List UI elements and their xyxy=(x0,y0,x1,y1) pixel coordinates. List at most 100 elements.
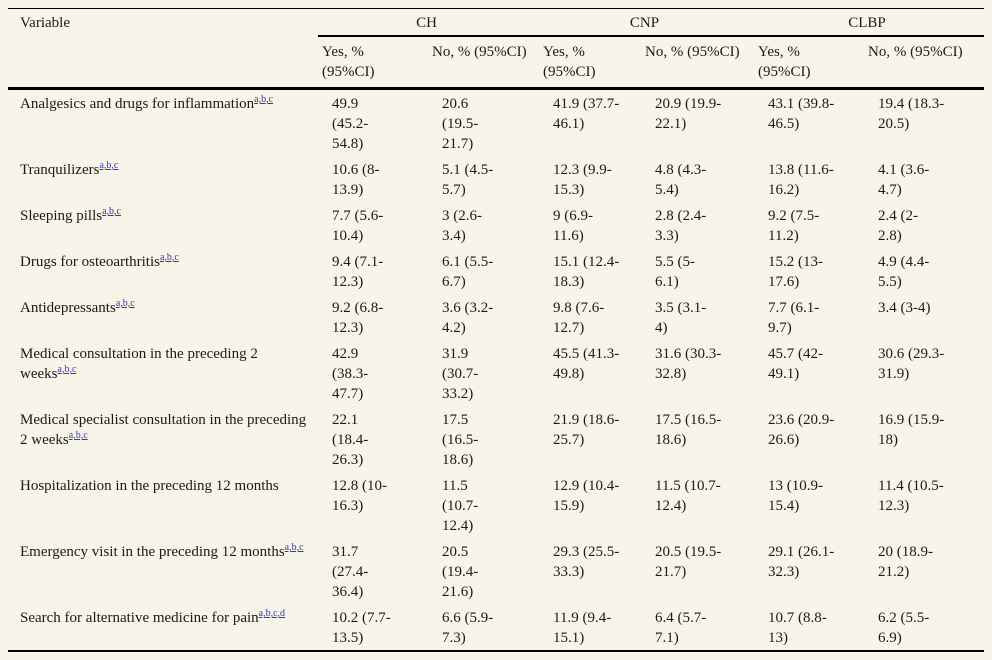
sub-header-row: Yes, % (95%CI) No, % (95%CI) Yes, % (95%… xyxy=(8,36,985,90)
value-cell: 9.2 (6.8- 12.3) xyxy=(332,300,384,336)
value-cell: 49.9 (45.2- 54.8) xyxy=(332,96,369,152)
value-cell: 5.1 (4.5- 5.7) xyxy=(442,162,494,198)
table-row: Emergency visit in the preceding 12 mont… xyxy=(8,538,984,604)
value-cell: 2.8 (2.4- 3.3) xyxy=(655,208,707,244)
variable-label: Medical specialist consultation in the p… xyxy=(8,406,318,472)
value-cell: 23.6 (20.9- 26.6) xyxy=(768,412,835,448)
value-cell: 7.7 (5.6- 10.4) xyxy=(332,208,384,244)
value-cell: 6.2 (5.5- 6.9) xyxy=(878,610,930,646)
variable-label: Analgesics and drugs for inflammationa,b… xyxy=(8,89,318,157)
table-row: Sleeping pillsa,b,c 7.7 (5.6- 10.4) 3 (2.6… xyxy=(8,202,984,248)
value-cell: 20 (18.9- 21.2) xyxy=(878,544,933,580)
table-row: Search for alternative medicine for pain… xyxy=(8,604,984,651)
value-cell: 12.3 (9.9- 15.3) xyxy=(553,162,612,198)
table-row: Medical specialist consultation in the p… xyxy=(8,406,984,472)
value-cell: 11.4 (10.5- 12.3) xyxy=(878,478,944,514)
footnote-link[interactable]: a,b,c xyxy=(99,160,119,171)
cnp-no-column-header: No, % (95%CI) xyxy=(641,36,754,90)
value-cell: 9.2 (7.5- 11.2) xyxy=(768,208,820,244)
value-cell: 21.9 (18.6- 25.7) xyxy=(553,412,620,448)
value-cell: 3 (2.6- 3.4) xyxy=(442,208,482,244)
value-cell: 10.6 (8- 13.9) xyxy=(332,162,380,198)
value-cell: 2.4 (2- 2.8) xyxy=(878,208,918,244)
footnote-link[interactable]: a,b,c,d xyxy=(258,608,286,619)
value-cell: 11.5 (10.7- 12.4) xyxy=(442,478,479,534)
table-row: Drugs for osteoarthritisa,b,c 9.4 (7.1- 1… xyxy=(8,248,984,294)
value-cell: 12.8 (10- 16.3) xyxy=(332,478,387,514)
value-cell: 43.1 (39.8- 46.5) xyxy=(768,96,835,132)
footnote-link[interactable]: a,b,c xyxy=(254,94,274,105)
value-cell: 13 (10.9- 15.4) xyxy=(768,478,823,514)
value-cell: 6.4 (5.7- 7.1) xyxy=(655,610,707,646)
table-row: Antidepressantsa,b,c 9.2 (6.8- 12.3) 3.6 (… xyxy=(8,294,984,340)
cnp-yes-column-header: Yes, % (95%CI) xyxy=(539,36,641,90)
variable-label: Antidepressantsa,b,c xyxy=(8,294,318,340)
value-cell: 10.2 (7.7- 13.5) xyxy=(332,610,391,646)
value-cell: 17.5 (16.5- 18.6) xyxy=(655,412,722,448)
variable-text: Search for alternative medicine for pain xyxy=(20,610,259,626)
value-cell: 9.4 (7.1- 12.3) xyxy=(332,254,384,290)
variable-label: Emergency visit in the preceding 12 mont… xyxy=(8,538,318,604)
variable-text: Sleeping pills xyxy=(20,208,103,224)
value-cell: 45.7 (42- 49.1) xyxy=(768,346,823,382)
footnote-link[interactable]: a,b,c xyxy=(102,206,121,217)
variable-text: Medical specialist consultation in the p… xyxy=(20,412,307,448)
group-header-cnp: CNP xyxy=(539,8,754,37)
value-cell: 29.3 (25.5- 33.3) xyxy=(553,544,620,580)
value-cell: 13.8 (11.6- 16.2) xyxy=(768,162,834,198)
group-header-ch: CH xyxy=(318,8,539,37)
footnote-link[interactable]: a,b,c xyxy=(57,364,77,375)
value-cell: 42.9 (38.3- 47.7) xyxy=(332,346,369,402)
value-cell: 20.6 (19.5- 21.7) xyxy=(442,96,479,152)
value-cell: 3.4 (3-4) xyxy=(878,300,931,316)
value-cell: 31.9 (30.7- 33.2) xyxy=(442,346,479,402)
variable-label: Tranquilizersa,b,c xyxy=(8,156,318,202)
healthcare-utilization-table: Variable CH CNP CLBP Yes, % (95%CI) No, … xyxy=(8,8,985,652)
value-cell: 11.9 (9.4- 15.1) xyxy=(553,610,612,646)
variable-text: Tranquilizers xyxy=(20,162,100,178)
value-cell: 20.5 (19.4- 21.6) xyxy=(442,544,479,600)
value-cell: 4.8 (4.3- 5.4) xyxy=(655,162,707,198)
value-cell: 31.6 (30.3- 32.8) xyxy=(655,346,722,382)
variable-text: Analgesics and drugs for inflammation xyxy=(20,96,255,112)
table-header: Variable CH CNP CLBP Yes, % (95%CI) No, … xyxy=(8,8,985,90)
clbp-no-column-header: No, % (95%CI) xyxy=(864,36,985,90)
value-cell: 15.1 (12.4- 18.3) xyxy=(553,254,620,290)
variable-text: Emergency visit in the preceding 12 mont… xyxy=(20,544,285,560)
value-cell: 29.1 (26.1- 32.3) xyxy=(768,544,835,580)
value-cell: 11.5 (10.7- 12.4) xyxy=(655,478,721,514)
value-cell: 7.7 (6.1- 9.7) xyxy=(768,300,820,336)
value-cell: 17.5 (16.5- 18.6) xyxy=(442,412,479,468)
value-cell: 20.5 (19.5- 21.7) xyxy=(655,544,722,580)
variable-text: Drugs for osteoarthritis xyxy=(20,254,160,270)
variable-label: Sleeping pillsa,b,c xyxy=(8,202,318,248)
table-body: Analgesics and drugs for inflammationa,b… xyxy=(8,89,984,652)
value-cell: 10.7 (8.8- 13) xyxy=(768,610,827,646)
value-cell: 9.8 (7.6- 12.7) xyxy=(553,300,605,336)
variable-label: Drugs for osteoarthritisa,b,c xyxy=(8,248,318,294)
table-row: Analgesics and drugs for inflammationa,b… xyxy=(8,89,984,157)
footnote-link[interactable]: a,b,c xyxy=(68,430,88,441)
value-cell: 16.9 (15.9- 18) xyxy=(878,412,945,448)
variable-text: Hospitalization in the preceding 12 mont… xyxy=(20,478,279,494)
table-row: Tranquilizersa,b,c 10.6 (8- 13.9) 5.1 (4.5… xyxy=(8,156,984,202)
variable-label: Search for alternative medicine for pain… xyxy=(8,604,318,651)
group-header-row: Variable CH CNP CLBP xyxy=(8,8,985,90)
value-cell: 22.1 (18.4- 26.3) xyxy=(332,412,369,468)
table-row: Medical consultation in the preceding 2 … xyxy=(8,340,984,406)
footnote-link[interactable]: a,b,c xyxy=(159,252,179,263)
value-cell: 31.7 (27.4- 36.4) xyxy=(332,544,369,600)
value-cell: 45.5 (41.3- 49.8) xyxy=(553,346,620,382)
value-cell: 19.4 (18.3- 20.5) xyxy=(878,96,945,132)
value-cell: 12.9 (10.4- 15.9) xyxy=(553,478,620,514)
variable-label: Hospitalization in the preceding 12 mont… xyxy=(8,472,318,538)
value-cell: 9 (6.9- 11.6) xyxy=(553,208,593,244)
value-cell: 20.9 (19.9- 22.1) xyxy=(655,96,722,132)
value-cell: 30.6 (29.3- 31.9) xyxy=(878,346,945,382)
footnote-link[interactable]: a,b,c xyxy=(115,298,135,309)
variable-column-header: Variable xyxy=(8,8,318,90)
value-cell: 6.6 (5.9- 7.3) xyxy=(442,610,494,646)
value-cell: 3.5 (3.1- 4) xyxy=(655,300,707,336)
footnote-link[interactable]: a,b,c xyxy=(284,542,304,553)
